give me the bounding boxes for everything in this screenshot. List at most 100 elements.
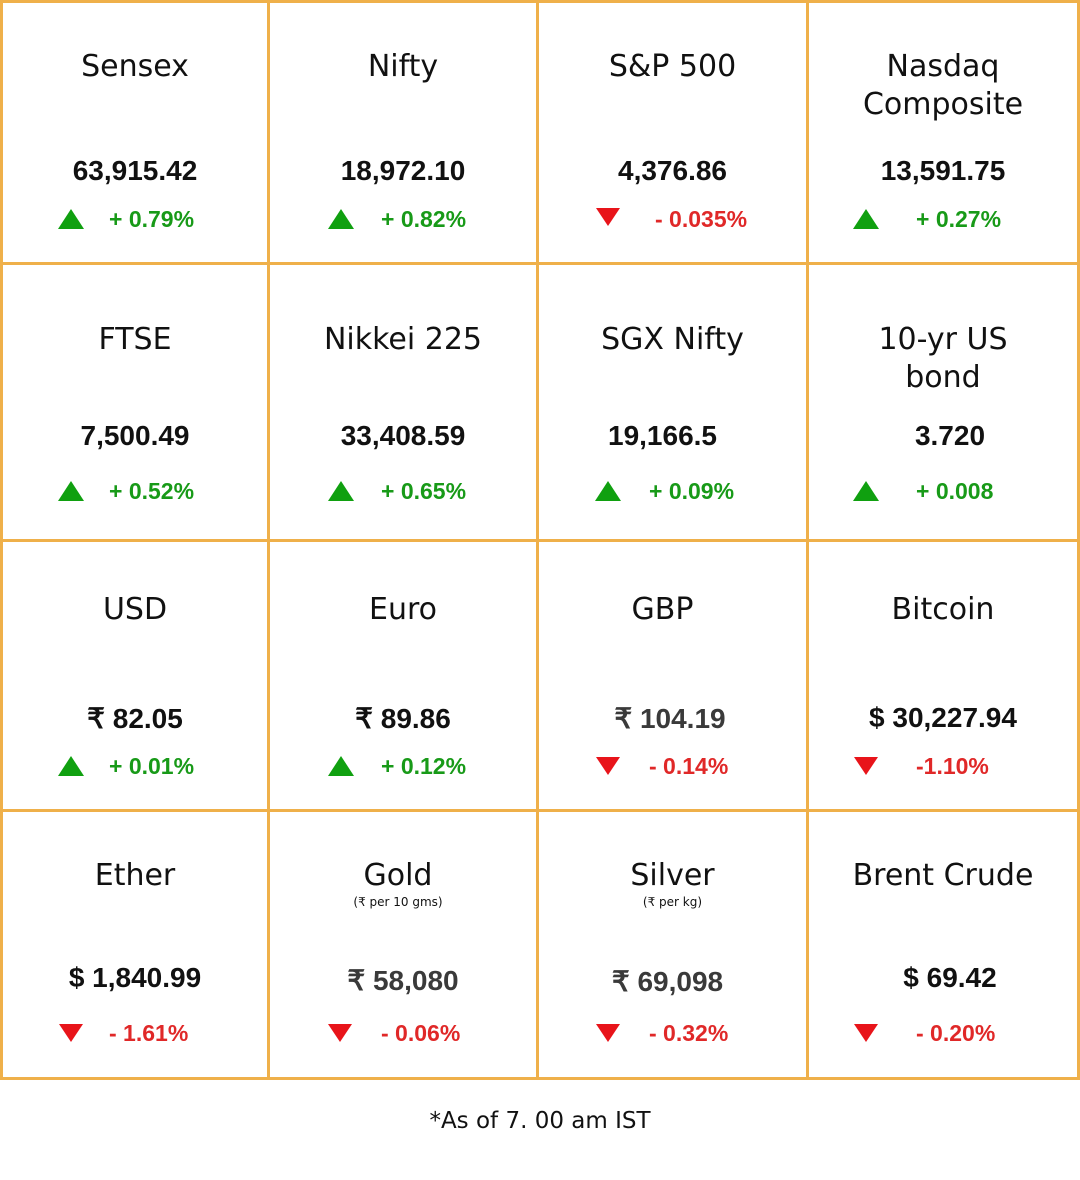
tile-value: ₹ 58,080 — [347, 965, 459, 996]
tile-change: - 0.14% — [539, 751, 806, 781]
tile-title: Brent Crude — [852, 858, 1034, 893]
tile-silver: Silver (₹ per kg) ₹ 69,098 - 0.32% — [539, 812, 809, 1077]
tile-value: ₹ 89.86 — [355, 703, 451, 734]
tile-ether: Ether $ 1,840.99 - 1.61% — [3, 812, 270, 1077]
change-percent: + 0.52% — [109, 478, 195, 504]
tile-value: ₹ 69,098 — [611, 966, 724, 997]
tile-title: USD — [102, 592, 168, 627]
tile-change: - 0.06% — [270, 1018, 536, 1048]
tile-value: ₹ 104.19 — [614, 703, 726, 734]
tile-brent-crude: Brent Crude $ 69.42 - 0.20% — [809, 812, 1077, 1077]
tile-title: Bitcoin — [891, 592, 995, 627]
tile-value: 63,915.42 — [72, 155, 198, 186]
tile-change: - 0.20% — [809, 1018, 1077, 1048]
tile-sp500: S&P 500 4,376.86 - 0.035% — [539, 3, 809, 265]
tile-change: + 0.82% — [270, 204, 536, 234]
tile-nasdaq: Nasdaq Composite 13,591.75 + 0.27% — [809, 3, 1077, 265]
change-percent: - 0.06% — [381, 1020, 461, 1046]
change-percent: + 0.12% — [381, 753, 467, 779]
tile-ftse: FTSE 7,500.49 + 0.52% — [3, 265, 270, 542]
tile-title: Ether — [94, 858, 176, 893]
tile-value: $ 69.42 — [903, 962, 997, 993]
tile-value: 3.720 — [914, 420, 986, 451]
up-arrow-icon — [58, 481, 84, 501]
tile-title: GBP — [631, 592, 694, 627]
tile-title: Gold — [363, 858, 433, 893]
tile-title: Euro — [369, 592, 437, 627]
tile-title: FTSE — [98, 322, 172, 357]
up-arrow-icon — [595, 481, 621, 501]
change-percent: + 0.27% — [916, 206, 1002, 232]
tile-sgx-nifty: SGX Nifty 19,166.5 + 0.09% — [539, 265, 809, 542]
tile-change: -1.10% — [809, 751, 1077, 781]
down-arrow-icon — [596, 757, 620, 775]
tile-title: Sensex — [81, 49, 189, 84]
change-percent: - 1.61% — [109, 1020, 189, 1046]
down-arrow-icon — [596, 208, 620, 226]
tile-euro: Euro ₹ 89.86 + 0.12% — [270, 542, 539, 812]
up-arrow-icon — [58, 756, 84, 776]
change-percent: + 0.008 — [916, 478, 994, 504]
down-arrow-icon — [854, 757, 878, 775]
tile-change: + 0.09% — [539, 476, 806, 506]
tile-title: S&P 500 — [608, 49, 737, 84]
tile-change: + 0.01% — [3, 751, 267, 781]
tile-change: + 0.12% — [270, 751, 536, 781]
tile-change: + 0.65% — [270, 476, 536, 506]
change-percent: - 0.035% — [655, 206, 748, 232]
tile-sensex: Sensex 63,915.42 + 0.79% — [3, 3, 270, 265]
up-arrow-icon — [328, 209, 354, 229]
tile-gold: Gold (₹ per 10 gms) ₹ 58,080 - 0.06% — [270, 812, 539, 1077]
tile-usd: USD ₹ 82.05 + 0.01% — [3, 542, 270, 812]
tile-change: - 0.32% — [539, 1018, 806, 1048]
tile-value: $ 30,227.94 — [869, 702, 1017, 733]
change-percent: + 0.01% — [109, 753, 195, 779]
tile-title: Silver — [630, 858, 715, 893]
change-percent: - 0.32% — [649, 1020, 729, 1046]
down-arrow-icon — [854, 1024, 878, 1042]
up-arrow-icon — [853, 481, 879, 501]
down-arrow-icon — [596, 1024, 620, 1042]
tile-value: 19,166.5 — [608, 420, 717, 451]
tile-subtitle: (₹ per kg) — [642, 895, 703, 909]
change-percent: + 0.79% — [109, 206, 195, 232]
tile-change: + 0.52% — [3, 476, 267, 506]
tile-value: 4,376.86 — [618, 155, 727, 186]
down-arrow-icon — [328, 1024, 352, 1042]
market-grid: Sensex 63,915.42 + 0.79% Nifty 18,972.10… — [0, 0, 1080, 1080]
tile-value: ₹ 82.05 — [87, 703, 183, 734]
tile-nikkei: Nikkei 225 33,408.59 + 0.65% — [270, 265, 539, 542]
tile-value: 7,500.49 — [80, 420, 190, 451]
change-percent: - 0.20% — [916, 1020, 996, 1046]
tile-title: Nifty — [367, 49, 439, 84]
tile-change: + 0.27% — [809, 204, 1077, 234]
tile-value: $ 1,840.99 — [68, 962, 202, 993]
down-arrow-icon — [59, 1024, 83, 1042]
tile-title: Nikkei 225 — [323, 322, 483, 357]
change-percent: -1.10% — [916, 753, 989, 779]
change-percent: + 0.09% — [649, 478, 735, 504]
tile-change: + 0.008 — [809, 476, 1077, 506]
up-arrow-icon — [328, 756, 354, 776]
tile-nifty: Nifty 18,972.10 + 0.82% — [270, 3, 539, 265]
change-percent: + 0.82% — [381, 206, 467, 232]
up-arrow-icon — [58, 209, 84, 229]
tile-change: - 1.61% — [3, 1018, 267, 1048]
tile-value: 33,408.59 — [340, 420, 466, 451]
tile-title: SGX Nifty — [601, 322, 744, 357]
tile-change: - 0.035% — [539, 204, 806, 234]
up-arrow-icon — [328, 481, 354, 501]
footnote: *As of 7. 00 am IST — [429, 1108, 651, 1134]
tile-value: 13,591.75 — [880, 155, 1006, 186]
tile-title: 10-yr US bond — [878, 322, 1008, 395]
tile-gbp: GBP ₹ 104.19 - 0.14% — [539, 542, 809, 812]
tile-title: Nasdaq Composite — [862, 49, 1024, 122]
tile-10yr-us-bond: 10-yr US bond 3.720 + 0.008 — [809, 265, 1077, 542]
change-percent: - 0.14% — [649, 753, 729, 779]
up-arrow-icon — [853, 209, 879, 229]
tile-change: + 0.79% — [3, 204, 267, 234]
tile-bitcoin: Bitcoin $ 30,227.94 -1.10% — [809, 542, 1077, 812]
tile-value: 18,972.10 — [340, 155, 466, 186]
tile-subtitle: (₹ per 10 gms) — [353, 895, 443, 909]
change-percent: + 0.65% — [381, 478, 467, 504]
